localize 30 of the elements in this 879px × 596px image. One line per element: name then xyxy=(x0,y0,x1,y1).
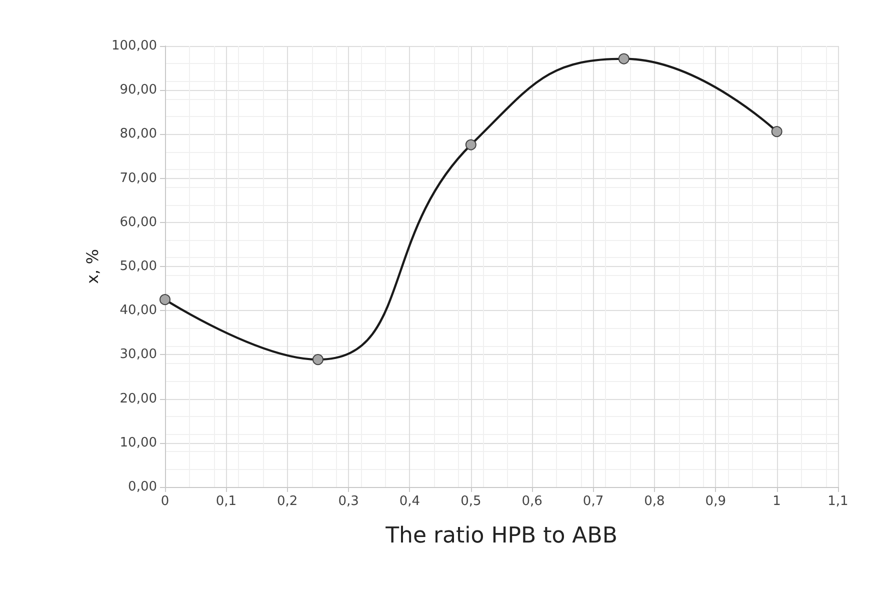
x-tick-label: 0,9 xyxy=(705,494,726,509)
point xyxy=(312,354,324,366)
x-tick-label: 0 xyxy=(160,494,170,509)
point xyxy=(465,139,476,150)
y-tick-label: 50,00 xyxy=(120,259,157,274)
x-axis-title: The ratio HPB to ABB xyxy=(384,524,618,548)
y-tick-label: 20,00 xyxy=(120,391,157,406)
y-tick-label: 10,00 xyxy=(120,435,157,450)
y-tick-label: 90,00 xyxy=(120,82,157,98)
x-tick-label: 1 xyxy=(772,494,781,509)
x-tick-label: 0,6 xyxy=(522,494,542,509)
point xyxy=(771,126,782,138)
y-axis-title: x, % xyxy=(83,249,102,284)
x-tick-label: 0,3 xyxy=(338,494,359,509)
x-tick-label: 0,4 xyxy=(399,494,420,509)
x-tick-label: 0,8 xyxy=(644,494,665,509)
y-tick-label: 80,00 xyxy=(120,126,157,142)
x-tick-label: 0,2 xyxy=(277,494,298,509)
y-tick-label: 100,00 xyxy=(112,38,157,54)
x-tick-label: 0,1 xyxy=(216,494,237,509)
point xyxy=(160,294,170,306)
point xyxy=(618,53,630,64)
y-tick-label: 60,00 xyxy=(120,214,157,230)
y-tick-label: 70,00 xyxy=(120,170,157,186)
x-tick-label: 0,7 xyxy=(582,494,604,509)
y-tick-label: 40,00 xyxy=(120,303,157,318)
x-tick-label: 1,1 xyxy=(828,494,848,509)
y-tick-label: 0,00 xyxy=(128,480,157,494)
y-tick-label: 30,00 xyxy=(120,347,157,362)
x-tick-label: 0,5 xyxy=(460,494,482,509)
